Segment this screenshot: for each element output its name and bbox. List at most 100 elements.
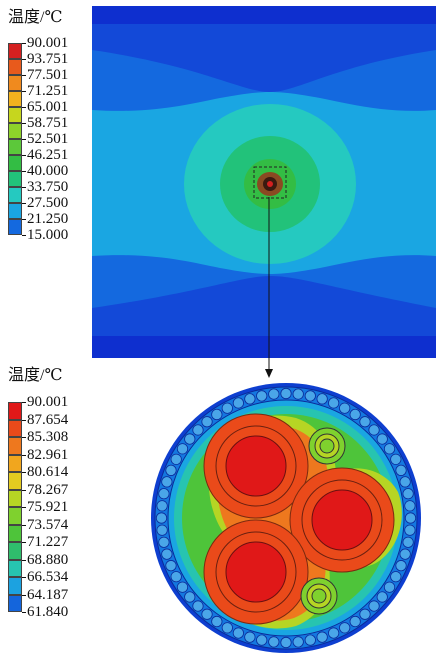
legend-color-swatch bbox=[8, 594, 22, 612]
legend-color-swatch bbox=[8, 419, 22, 437]
armor-wire bbox=[268, 388, 280, 400]
legend-color-swatch bbox=[8, 59, 22, 75]
armor-wire bbox=[268, 636, 280, 648]
legend-label: 90.001 bbox=[27, 35, 69, 51]
legend-color-swatch bbox=[8, 577, 22, 595]
legend-tick bbox=[22, 594, 26, 596]
legend-label: 71.251 bbox=[27, 83, 69, 99]
legend-color-swatch bbox=[8, 123, 22, 139]
armor-wire bbox=[201, 416, 213, 428]
armor-wire bbox=[201, 608, 213, 620]
armor-wire bbox=[359, 608, 371, 620]
armor-wire bbox=[192, 600, 204, 612]
legend-label: 61.840 bbox=[27, 604, 69, 620]
armor-wire bbox=[399, 548, 411, 560]
armor-wire bbox=[316, 631, 328, 643]
armor-wire bbox=[402, 536, 414, 548]
legend-color-swatch bbox=[8, 524, 22, 542]
legend-tick bbox=[22, 107, 26, 108]
cable-cross-section bbox=[136, 382, 438, 656]
armor-wire bbox=[221, 622, 233, 634]
armor-wire bbox=[161, 476, 173, 488]
legend-tick bbox=[22, 559, 26, 561]
armor-wire bbox=[244, 631, 256, 643]
legend-tick bbox=[22, 75, 26, 76]
armor-wire bbox=[161, 548, 173, 560]
legend-tick bbox=[22, 123, 26, 124]
armor-wire bbox=[304, 634, 316, 646]
legend-tick bbox=[22, 542, 26, 543]
legend-label: 52.501 bbox=[27, 131, 69, 147]
armor-wire bbox=[280, 636, 292, 649]
legend-tick bbox=[22, 155, 26, 156]
legend-color-swatch bbox=[8, 43, 22, 59]
legend-color-swatch bbox=[8, 155, 22, 171]
armor-wire bbox=[170, 453, 182, 465]
legend-label: 68.880 bbox=[27, 551, 69, 568]
armor-wire bbox=[304, 390, 316, 402]
armor-wire bbox=[339, 622, 351, 634]
armor-wire bbox=[349, 408, 361, 421]
legend-tick bbox=[22, 489, 26, 491]
armor-wire bbox=[292, 636, 304, 648]
legend-label: 40.000 bbox=[27, 163, 69, 179]
legend-label: 80.614 bbox=[27, 464, 69, 480]
legend-label: 78.267 bbox=[27, 481, 69, 498]
armor-wire bbox=[390, 571, 402, 583]
armor-wire bbox=[156, 500, 168, 512]
armor-wire bbox=[292, 388, 304, 400]
armor-wire bbox=[176, 581, 189, 593]
legend-color-swatch bbox=[8, 219, 22, 235]
armor-wire bbox=[232, 627, 244, 639]
armor-wire bbox=[339, 402, 351, 414]
armor-wire bbox=[232, 397, 244, 409]
legend-label: 46.251 bbox=[27, 147, 69, 163]
armor-wire bbox=[165, 464, 177, 476]
legend-tick bbox=[22, 219, 26, 220]
zoom-connector-arrow bbox=[265, 197, 273, 378]
legend-label: 21.250 bbox=[27, 211, 69, 227]
armor-wire bbox=[176, 443, 189, 455]
top-temperature-legend: 90.001 93.751 77.501 71.251 65.001 58.751 52.5… bbox=[8, 36, 88, 243]
legend-tick bbox=[22, 524, 26, 526]
armor-wire bbox=[156, 524, 168, 536]
armor-wire bbox=[359, 416, 371, 428]
armor-wire bbox=[395, 560, 407, 572]
legend-color-swatch bbox=[8, 139, 22, 155]
legend-color-swatch bbox=[8, 489, 22, 507]
bottom-temperature-legend: 90.001 87.654 85.308 82.961 80.614 78.267 75.9… bbox=[8, 395, 88, 633]
legend-label: 75.921 bbox=[27, 499, 69, 515]
legend-color-swatch bbox=[8, 107, 22, 123]
armor-wire bbox=[399, 476, 411, 488]
legend-color-swatch bbox=[8, 542, 22, 560]
armor-wire bbox=[390, 453, 402, 465]
bottom-legend-title: 温度/℃ bbox=[8, 367, 63, 384]
armor-wire bbox=[155, 512, 168, 524]
armor-wire bbox=[404, 512, 417, 524]
legend-tick bbox=[22, 59, 26, 60]
legend-label: 58.751 bbox=[27, 115, 69, 131]
armor-wire bbox=[158, 536, 170, 548]
legend-label: 90.001 bbox=[27, 394, 69, 410]
legend-color-swatch bbox=[8, 559, 22, 577]
legend-tick bbox=[22, 235, 26, 236]
armor-wire bbox=[184, 433, 196, 445]
legend-tick bbox=[22, 402, 26, 403]
legend-tick bbox=[22, 203, 26, 204]
armor-wire bbox=[395, 464, 407, 476]
armor-wire bbox=[402, 488, 414, 500]
legend-tick bbox=[22, 43, 26, 44]
armor-wire bbox=[376, 591, 388, 603]
legend-tick bbox=[22, 171, 26, 172]
legend-color-swatch bbox=[8, 171, 22, 187]
armor-wire bbox=[368, 600, 380, 612]
legend-color-swatch bbox=[8, 454, 22, 472]
legend-tick bbox=[22, 91, 26, 92]
legend-color-swatch bbox=[8, 402, 22, 420]
legend-label: 66.534 bbox=[27, 569, 69, 585]
legend-label: 77.501 bbox=[27, 67, 69, 83]
armor-wire bbox=[383, 581, 396, 593]
armor-wire bbox=[376, 433, 388, 445]
armor-wire bbox=[256, 390, 268, 402]
armor-wire bbox=[316, 393, 328, 405]
